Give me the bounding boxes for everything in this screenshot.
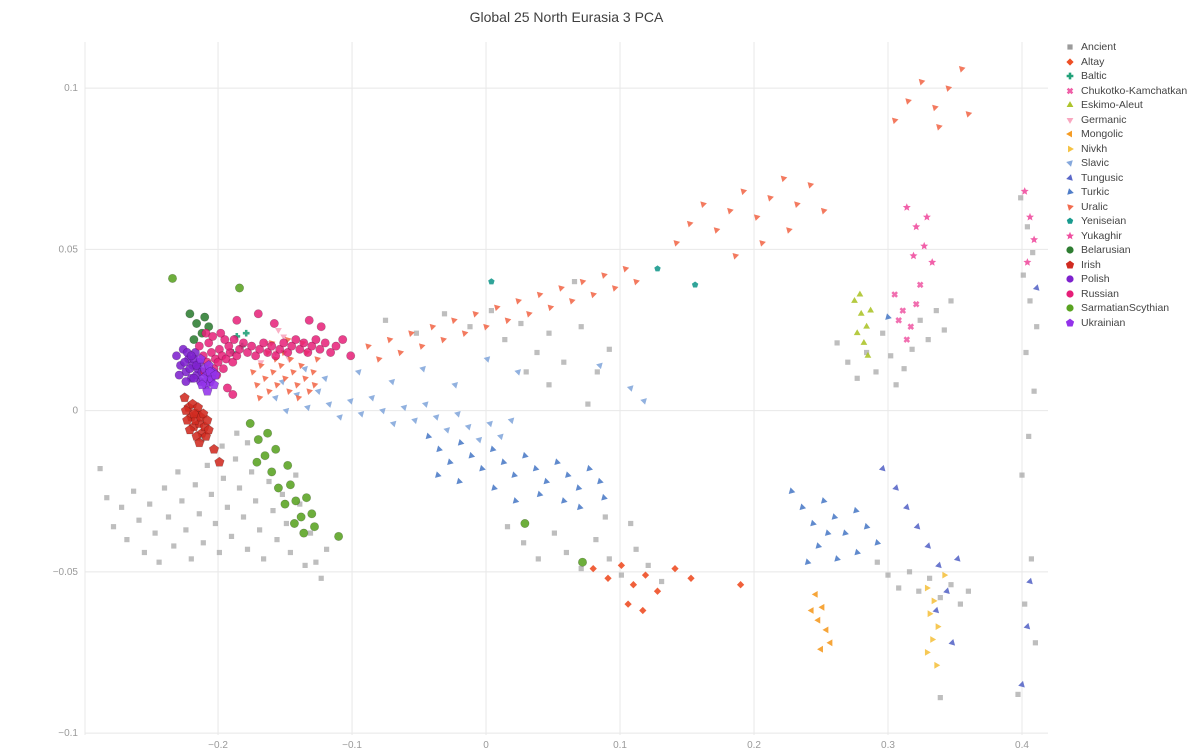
legend-label: Ancient: [1081, 41, 1117, 53]
y-tick-label: −0.1: [58, 728, 78, 739]
legend-item-polish[interactable]: Polish: [1063, 273, 1187, 285]
x-tick-label: −0.1: [342, 740, 362, 750]
x-tick-label: 0.4: [1015, 740, 1029, 750]
legend-label: Germanic: [1081, 113, 1127, 126]
series-russian: [194, 309, 356, 399]
series-yeniseian: [488, 265, 699, 288]
ukrainian-marker-icon: [1065, 318, 1075, 326]
series-slavic: [271, 356, 647, 444]
x-tick-label: −0.2: [208, 740, 228, 750]
legend-item-ancient[interactable]: Ancient: [1063, 41, 1187, 53]
legend-label: Chukotko-Kamchatkan: [1081, 84, 1188, 97]
x-tick-label: 0.2: [747, 740, 761, 750]
series-yukaghir: [902, 187, 1039, 266]
yeniseian-marker-icon: [1066, 217, 1074, 224]
series-mongolic: [807, 591, 833, 653]
yukaghir-marker-icon: [1066, 231, 1074, 239]
legend-label: Mongolic: [1081, 128, 1124, 140]
chukotko-kamchatkan-marker-icon: [1066, 87, 1074, 94]
ancient-marker-icon: [1067, 44, 1073, 50]
legend-item-yukaghir[interactable]: Yukaghir: [1063, 230, 1187, 242]
legend-item-mongolic[interactable]: Mongolic: [1063, 128, 1187, 140]
legend-item-altay[interactable]: Altay: [1063, 56, 1187, 68]
legend-item-russian[interactable]: Russian: [1063, 288, 1187, 300]
y-tick-label: −0.05: [53, 567, 79, 578]
series-tungusic: [878, 284, 1040, 688]
slavic-marker-icon: [1066, 160, 1073, 167]
altay-marker-icon: [1066, 57, 1074, 66]
legend-label: Turkic: [1081, 186, 1110, 198]
baltic-marker-icon: [1066, 72, 1074, 80]
legend-label: Ukrainian: [1081, 316, 1126, 329]
y-tick-label: 0.05: [59, 244, 79, 255]
nivkh-marker-icon: [1068, 145, 1074, 152]
legend-item-yeniseian[interactable]: Yeniseian: [1063, 215, 1187, 227]
series-irish: [179, 392, 225, 467]
series-chukotko-kamchatkan: [891, 281, 924, 343]
legend-item-baltic[interactable]: Baltic: [1063, 70, 1187, 82]
turkic-marker-icon: [1067, 188, 1074, 195]
x-tick-label: 0.1: [613, 740, 627, 750]
uralic-marker-icon: [1067, 203, 1074, 211]
legend-label: Belarusian: [1081, 244, 1131, 256]
series-sarmatianscythian: [168, 273, 587, 567]
series-uralic: [250, 66, 973, 402]
gridlines: [84, 42, 1048, 735]
belarusian-marker-icon: [1066, 246, 1074, 254]
polish-marker-icon: [1066, 275, 1074, 283]
tungusic-marker-icon: [1066, 173, 1073, 181]
mongolic-marker-icon: [1066, 130, 1072, 138]
legend-label: Altay: [1081, 55, 1105, 68]
legend-label: Irish: [1081, 258, 1101, 271]
legend-item-nivkh[interactable]: Nivkh: [1063, 143, 1187, 155]
series-ancient: [97, 195, 1040, 701]
legend-label: Nivkh: [1081, 142, 1108, 155]
legend-label: Russian: [1081, 287, 1119, 300]
legend-item-turkic[interactable]: Turkic: [1063, 186, 1187, 198]
series-altay: [589, 561, 745, 615]
x-tick-label: 0.3: [881, 740, 895, 750]
chart-title: Global 25 North Eurasia 3 PCA: [469, 9, 664, 25]
legend: Ancient Altay Baltic Chukotko-Kamchatkan Esk…: [1063, 41, 1187, 329]
tick-labels: −0.2 −0.1 0 0.1 0.2 0.3 0.4 −0.1 −0.05 0 0.05 0.1: [53, 83, 1030, 750]
legend-item-sarmatianscythian[interactable]: SarmatianScythian: [1063, 302, 1187, 314]
legend-item-belarusian[interactable]: Belarusian: [1063, 244, 1187, 256]
x-tick-label: 0: [483, 740, 489, 750]
legend-label: Slavic: [1081, 157, 1110, 169]
legend-label: Polish: [1081, 273, 1110, 285]
legend-item-irish[interactable]: Irish: [1063, 259, 1187, 271]
y-tick-label: 0.1: [64, 83, 78, 94]
legend-item-tungusic[interactable]: Tungusic: [1063, 172, 1187, 184]
legend-label: Baltic: [1081, 70, 1107, 82]
legend-item-uralic[interactable]: Uralic: [1063, 201, 1187, 213]
y-tick-label: 0: [72, 406, 78, 417]
legend-label: Yukaghir: [1081, 229, 1122, 242]
legend-label: Yeniseian: [1081, 215, 1127, 227]
eskimo-aleut-marker-icon: [1066, 101, 1074, 107]
sarmatianscythian-marker-icon: [1066, 304, 1074, 312]
legend-label: Eskimo-Aleut: [1081, 99, 1143, 111]
legend-item-slavic[interactable]: Slavic: [1063, 157, 1187, 169]
series-nivkh: [924, 571, 949, 669]
series-eskimo-aleut: [851, 290, 874, 358]
legend-label: Uralic: [1081, 200, 1108, 213]
germanic-marker-icon: [1066, 117, 1074, 124]
legend-label: SarmatianScythian: [1081, 302, 1170, 314]
series-ukrainian: [195, 353, 221, 396]
series-turkic: [425, 313, 892, 565]
irish-marker-icon: [1065, 260, 1075, 268]
legend-label: Tungusic: [1081, 171, 1124, 184]
legend-item-germanic[interactable]: Germanic: [1063, 114, 1187, 126]
legend-item-eskimo-aleut[interactable]: Eskimo-Aleut: [1063, 99, 1187, 111]
russian-marker-icon: [1066, 289, 1074, 298]
legend-item-ukrainian[interactable]: Ukrainian: [1063, 317, 1187, 329]
legend-item-chukotko-kamchatkan[interactable]: Chukotko-Kamchatkan: [1063, 85, 1187, 97]
